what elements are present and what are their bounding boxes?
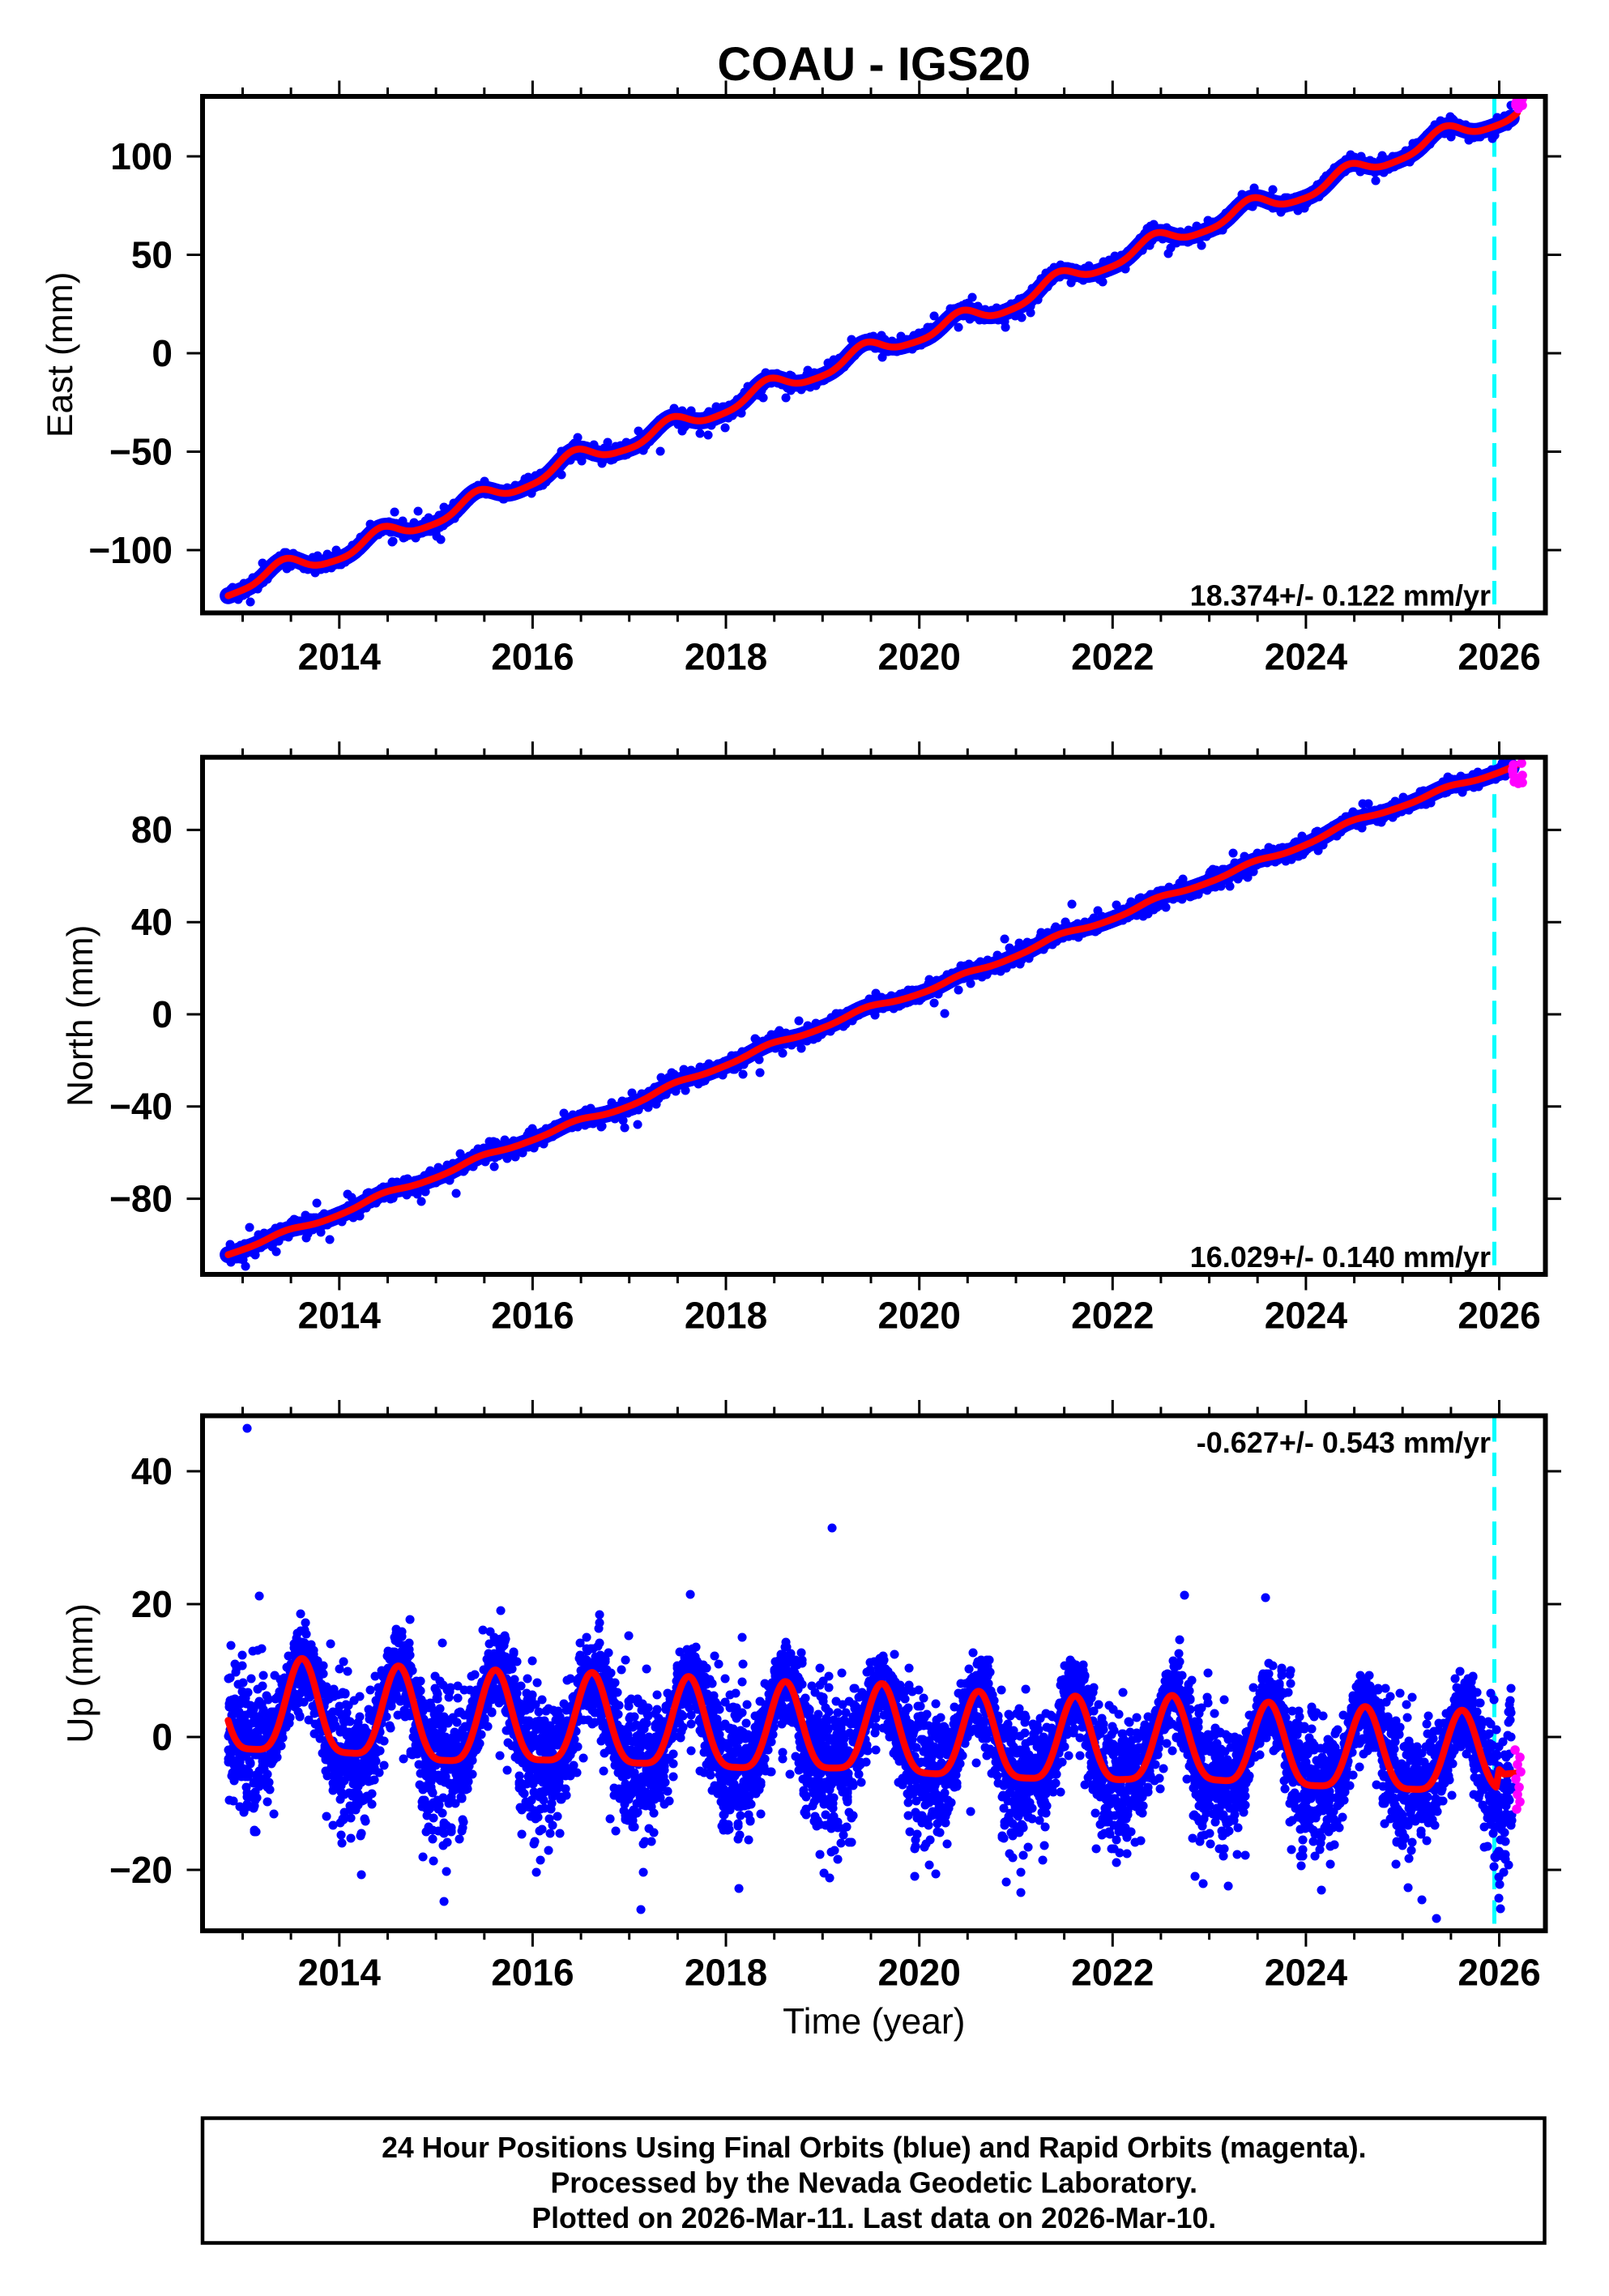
svg-text:40: 40: [131, 1450, 173, 1492]
svg-text:2026: 2026: [1457, 1295, 1540, 1337]
svg-text:0: 0: [152, 1716, 173, 1758]
svg-text:2024: 2024: [1265, 1295, 1348, 1337]
svg-text:2022: 2022: [1071, 636, 1154, 678]
svg-text:2026: 2026: [1457, 1952, 1540, 1994]
svg-text:2014: 2014: [298, 1952, 382, 1994]
svg-text:North (mm): North (mm): [61, 925, 100, 1107]
svg-text:2020: 2020: [878, 1295, 961, 1337]
svg-text:100: 100: [110, 135, 173, 177]
svg-text:2018: 2018: [685, 1952, 767, 1994]
svg-text:-0.627+/- 0.543 mm/yr: -0.627+/- 0.543 mm/yr: [1197, 1426, 1491, 1459]
svg-text:−100: −100: [88, 529, 173, 571]
svg-text:East (mm): East (mm): [41, 271, 80, 437]
svg-text:2026: 2026: [1457, 636, 1540, 678]
svg-text:2022: 2022: [1071, 1952, 1154, 1994]
svg-text:50: 50: [131, 233, 173, 275]
svg-text:2020: 2020: [878, 1952, 961, 1994]
svg-text:Processed by the Nevada Geodet: Processed by the Nevada Geodetic Laborat…: [550, 2167, 1197, 2200]
svg-text:2024: 2024: [1265, 636, 1348, 678]
svg-text:−80: −80: [109, 1177, 173, 1219]
svg-text:2014: 2014: [298, 1295, 382, 1337]
svg-text:2016: 2016: [491, 1295, 574, 1337]
svg-text:24 Hour Positions Using Final: 24 Hour Positions Using Final Orbits (bl…: [382, 2132, 1366, 2164]
svg-text:40: 40: [131, 901, 173, 943]
svg-text:2018: 2018: [685, 636, 767, 678]
svg-text:Up (mm): Up (mm): [61, 1603, 100, 1743]
svg-text:2020: 2020: [878, 636, 961, 678]
svg-text:16.029+/- 0.140 mm/yr: 16.029+/- 0.140 mm/yr: [1190, 1240, 1491, 1274]
svg-text:80: 80: [131, 809, 173, 851]
svg-text:2014: 2014: [298, 636, 382, 678]
svg-text:20: 20: [131, 1583, 173, 1625]
svg-text:Time (year): Time (year): [783, 2002, 965, 2042]
svg-text:2018: 2018: [685, 1295, 767, 1337]
svg-text:2024: 2024: [1265, 1952, 1348, 1994]
svg-text:−40: −40: [109, 1086, 173, 1128]
svg-text:2016: 2016: [491, 1952, 574, 1994]
svg-text:−50: −50: [109, 430, 173, 472]
svg-text:2022: 2022: [1071, 1295, 1154, 1337]
svg-text:COAU - IGS20: COAU - IGS20: [717, 38, 1031, 91]
svg-text:Plotted on 2026-Mar-11. Last d: Plotted on 2026-Mar-11. Last data on 202…: [531, 2202, 1216, 2234]
svg-text:18.374+/- 0.122 mm/yr: 18.374+/- 0.122 mm/yr: [1190, 579, 1491, 612]
svg-text:2016: 2016: [491, 636, 574, 678]
svg-text:0: 0: [152, 993, 173, 1035]
svg-text:0: 0: [152, 332, 173, 374]
svg-text:−20: −20: [109, 1849, 173, 1891]
